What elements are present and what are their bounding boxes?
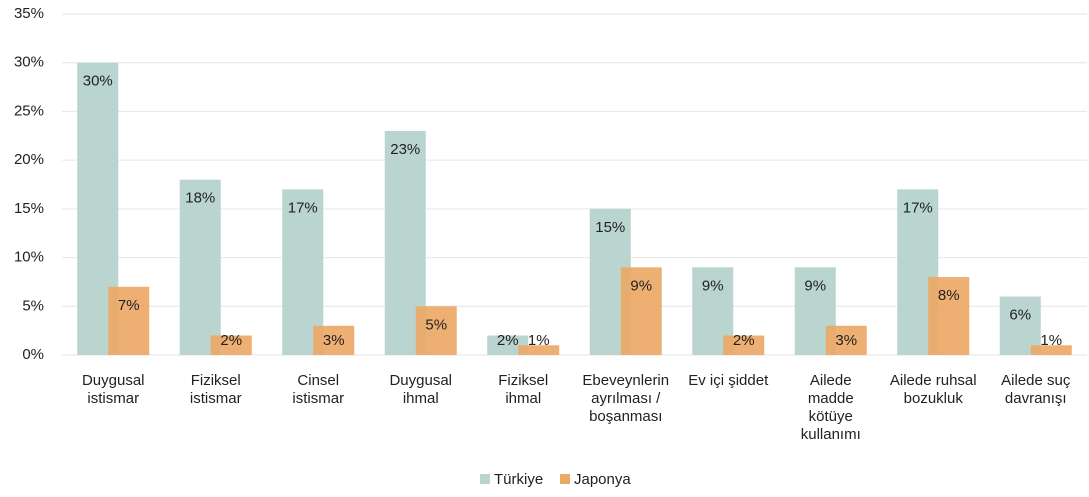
data-label: 3%	[323, 332, 345, 349]
legend-swatch	[560, 474, 570, 484]
y-tick-label: 25%	[14, 102, 44, 119]
x-tick-label: Duygusal istismar	[82, 372, 145, 407]
y-tick-label: 35%	[14, 5, 44, 22]
x-tick-label: Ailede ruhsal bozukluk	[890, 372, 977, 407]
data-label: 17%	[903, 199, 933, 216]
bar	[179, 179, 221, 355]
bar	[620, 267, 662, 355]
legend-swatch	[480, 474, 490, 484]
data-label: 9%	[702, 277, 724, 294]
bar	[415, 306, 457, 355]
y-tick-label: 30%	[14, 54, 44, 71]
bar	[108, 286, 150, 355]
bar	[518, 345, 560, 355]
x-tick-label: Cinsel istismar	[292, 372, 344, 407]
data-label: 8%	[938, 287, 960, 304]
bar	[928, 277, 970, 355]
x-tick-label: Ev içi şiddet	[688, 372, 769, 389]
y-tick-label: 5%	[22, 297, 44, 314]
x-tick-label: Fiziksel istismar	[190, 372, 242, 407]
legend-label: Japonya	[574, 471, 631, 488]
data-label: 9%	[804, 277, 826, 294]
y-tick-label: 20%	[14, 151, 44, 168]
x-tick-label: Ailede madde kötüye kullanımı	[801, 372, 861, 443]
data-label: 2%	[220, 332, 242, 349]
x-tick-label: Duygusal ihmal	[389, 372, 452, 407]
y-tick-label: 15%	[14, 200, 44, 217]
data-label: 15%	[595, 219, 625, 236]
bar	[723, 335, 765, 355]
data-label: 7%	[118, 297, 140, 314]
data-label: 9%	[630, 277, 652, 294]
data-label: 6%	[1009, 307, 1031, 324]
x-tick-label: Fiziksel ihmal	[498, 372, 548, 407]
data-label: 18%	[185, 190, 215, 207]
x-tick-label: Ebeveynlerin ayrılması / boşanması	[582, 372, 669, 425]
bar	[825, 325, 867, 355]
data-label: 23%	[390, 141, 420, 158]
legend-label: Türkiye	[494, 471, 543, 488]
x-tick-label: Ailede suç davranışı	[1001, 372, 1071, 407]
data-label: 5%	[425, 316, 447, 333]
bar	[210, 335, 252, 355]
data-label: 1%	[528, 332, 550, 349]
bar	[313, 325, 355, 355]
bar	[487, 335, 529, 355]
data-label: 3%	[835, 332, 857, 349]
data-label: 17%	[288, 199, 318, 216]
data-label: 2%	[733, 332, 755, 349]
data-label: 2%	[497, 332, 519, 349]
data-label: 30%	[83, 73, 113, 90]
y-tick-label: 0%	[22, 346, 44, 363]
bar	[1030, 345, 1072, 355]
y-tick-label: 10%	[14, 249, 44, 266]
data-label: 1%	[1040, 332, 1062, 349]
